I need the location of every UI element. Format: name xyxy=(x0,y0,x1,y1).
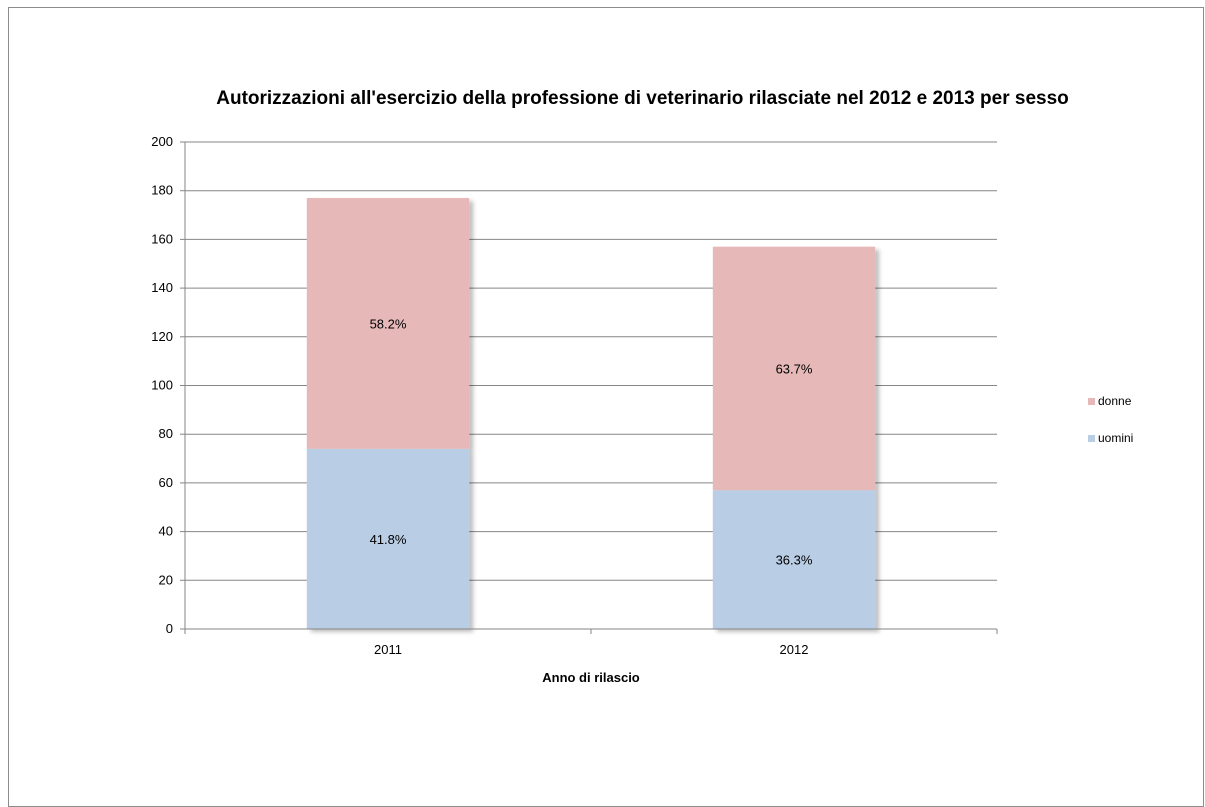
y-tick-label: 160 xyxy=(151,231,173,246)
bar-donne xyxy=(712,246,876,491)
y-tick-label: 140 xyxy=(151,280,173,295)
data-label: 63.7% xyxy=(776,361,813,376)
y-tick-label: 60 xyxy=(159,475,173,490)
bar-donne xyxy=(306,198,470,449)
legend-swatch xyxy=(1088,434,1095,442)
y-tick-label: 100 xyxy=(151,378,173,393)
bar-uomini xyxy=(712,490,876,629)
x-axis-label: Anno di rilascio xyxy=(542,670,640,685)
y-tick-label: 40 xyxy=(159,524,173,539)
data-label: 36.3% xyxy=(776,553,813,568)
data-labels: 41.8% 58.2% 36.3% 63.7% xyxy=(370,316,813,567)
legend-item-uomini: uomini xyxy=(1088,430,1133,446)
data-label: 41.8% xyxy=(370,532,407,547)
y-tick-label: 0 xyxy=(166,621,173,636)
y-tick-label: 20 xyxy=(159,572,173,587)
data-label: 58.2% xyxy=(370,316,407,331)
legend-label: uomini xyxy=(1098,431,1134,445)
bars xyxy=(306,198,876,629)
y-tick-label: 120 xyxy=(151,329,173,344)
axes: 0 20 40 60 80 100 120 140 160 180 200 2011 2012 xyxy=(151,134,998,657)
legend-swatch xyxy=(1088,397,1095,405)
chart-frame xyxy=(8,7,1204,807)
legend-label: donne xyxy=(1098,394,1132,408)
bar-stack xyxy=(712,246,876,629)
x-tick-label: 2012 xyxy=(780,642,809,657)
legend: donne uomini xyxy=(1088,393,1133,467)
bar-stack xyxy=(306,198,470,629)
y-tick-label: 80 xyxy=(159,426,173,441)
bar-uomini xyxy=(306,448,470,629)
chart-title: Autorizzazioni all'esercizio della profe… xyxy=(216,88,1069,109)
y-tick-label: 200 xyxy=(151,134,173,149)
y-tick-label: 180 xyxy=(151,183,173,198)
legend-item-donne: donne xyxy=(1088,393,1133,409)
x-tick-label: 2011 xyxy=(374,642,402,657)
